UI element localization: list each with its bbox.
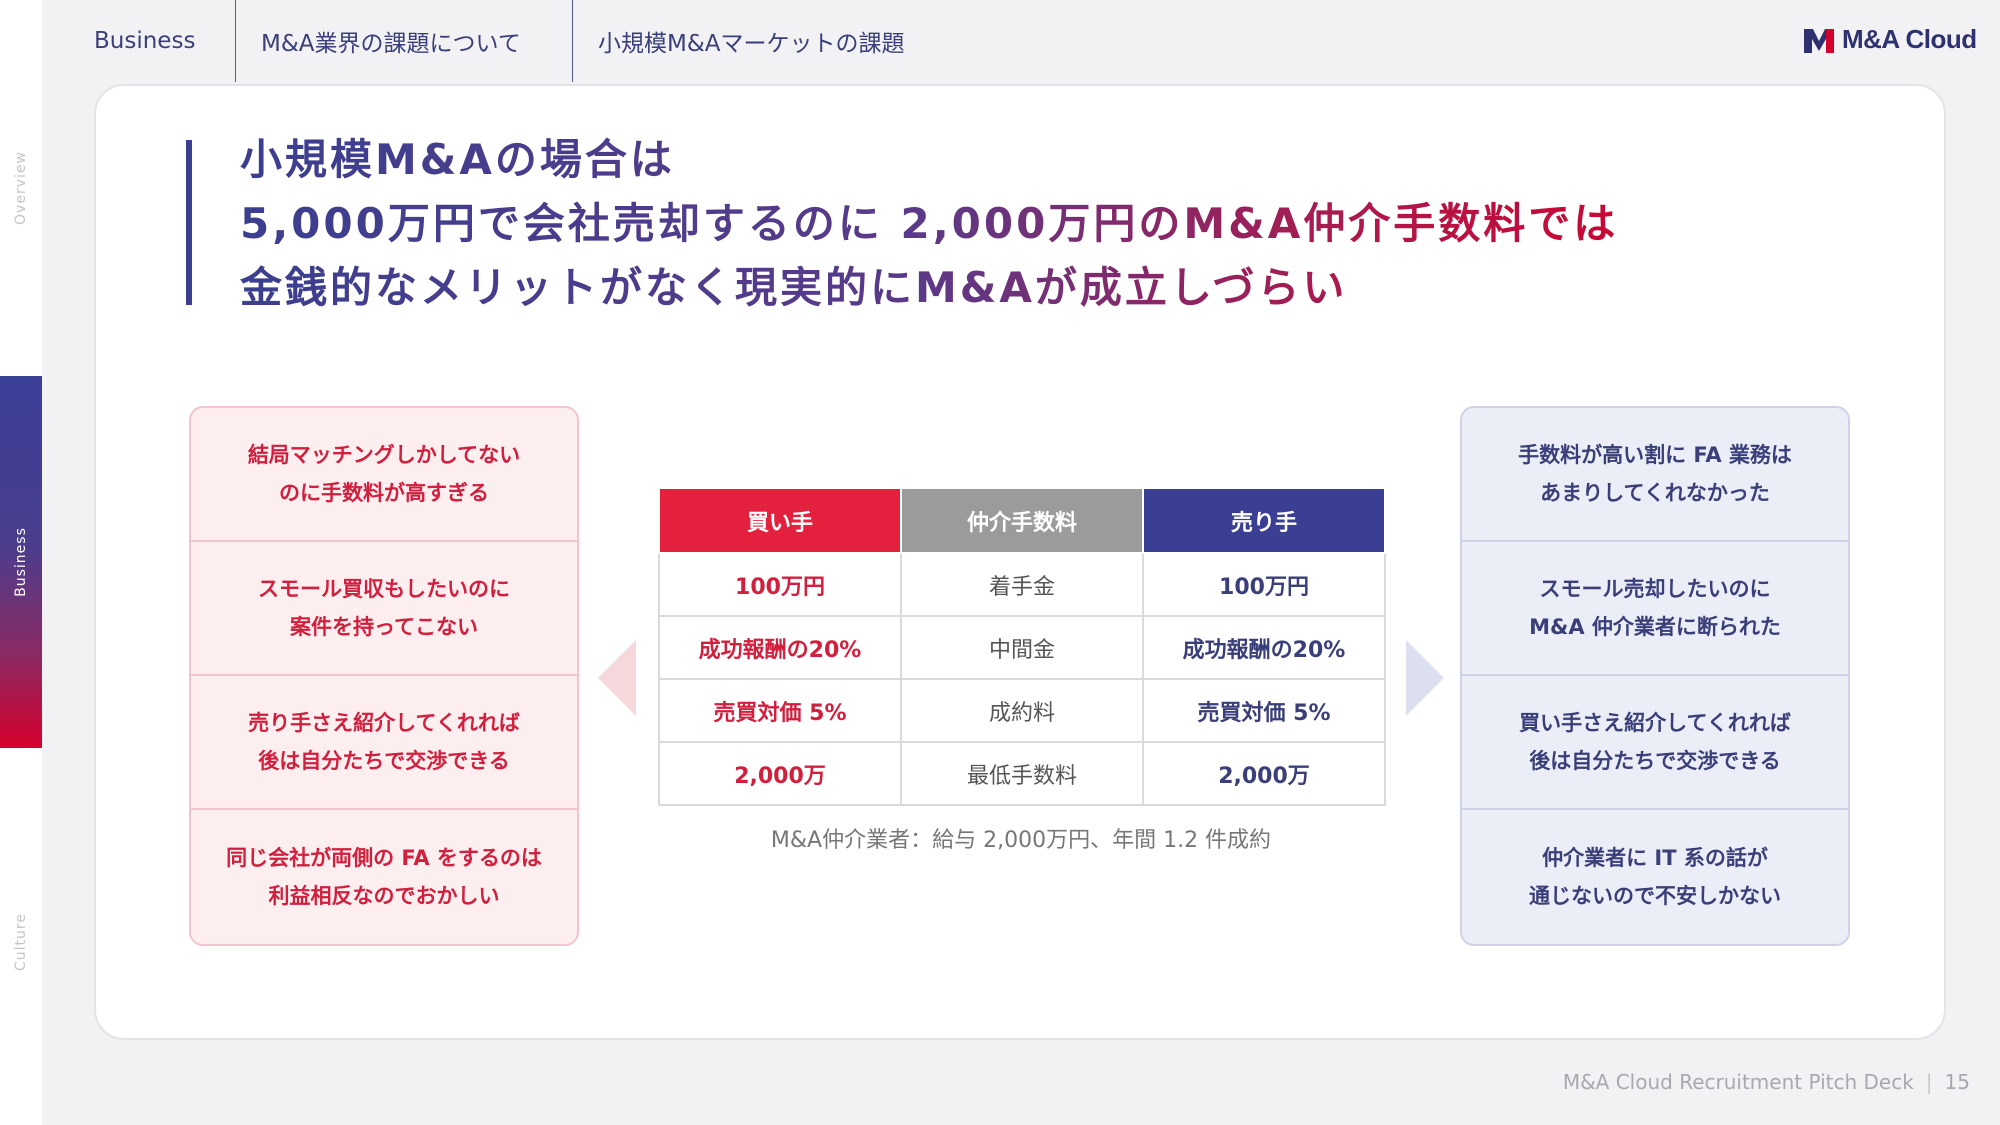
buyer-voice-item: 結局マッチングしかしてない のに手数料が高すぎる [191, 408, 577, 542]
seller-voice-item: 仲介業者に IT 系の話が 通じないので不安しかない [1462, 810, 1848, 944]
table-row: 100万円 着手金 100万円 [658, 552, 1386, 617]
header-breadcrumb-2[interactable]: 小規模M&Aマーケットの課題 [598, 31, 905, 57]
section-rail: Overview Business Culture [0, 0, 42, 1125]
table-header-row: 買い手 仲介手数料 売り手 [658, 487, 1386, 554]
footer: M&A Cloud Recruitment Pitch Deck | 15 [1563, 1070, 1970, 1094]
title-accent-bar [186, 140, 192, 305]
buyer-voice-text: スモール買収もしたいのに 案件を持ってこない [258, 577, 510, 639]
buyer-voice-text: 結局マッチングしかしてない のに手数料が高すぎる [247, 443, 521, 505]
arrow-right-icon [1406, 640, 1444, 716]
header-section-title[interactable]: Business [94, 28, 196, 54]
buyer-voices-panel: 結局マッチングしかしてない のに手数料が高すぎる スモール買収もしたいのに 案件… [189, 406, 579, 946]
cell-buyer: 売買対価 5% [658, 678, 902, 743]
seller-voice-item: スモール売却したいのに M&A 仲介業者に断られた [1462, 542, 1848, 676]
title-line-3: 金銭的なメリットがなく現実的にM&Aが成立しづらい [240, 256, 1740, 320]
rail-item-culture[interactable]: Culture [13, 913, 29, 971]
header-divider [235, 0, 236, 82]
header-breadcrumb-1[interactable]: M&A業界の課題について [261, 31, 521, 57]
page-title: 小規模M&Aの場合は 5,000万円で会社売却するのに 2,000万円のM&A仲… [240, 128, 1740, 320]
m-logo-icon [1804, 28, 1834, 53]
seller-voice-text: 仲介業者に IT 系の話が 通じないので不安しかない [1529, 846, 1781, 908]
buyer-voice-text: 売り手さえ紹介してくれれば 後は自分たちで交渉できる [248, 711, 520, 773]
fee-table: 買い手 仲介手数料 売り手 100万円 着手金 100万円 成功報酬の20% 中… [658, 487, 1386, 806]
buyer-voice-item: 売り手さえ紹介してくれれば 後は自分たちで交渉できる [191, 676, 577, 810]
header-fee: 仲介手数料 [900, 487, 1144, 554]
buyer-voice-item: スモール買収もしたいのに 案件を持ってこない [191, 542, 577, 676]
logo-text: M&A Cloud [1842, 24, 1977, 54]
rail-item-business-active[interactable]: Business [0, 376, 42, 748]
seller-voices-panel: 手数料が高い割に FA 業務は あまりしてくれなかった スモール売却したいのに … [1460, 406, 1850, 946]
rail-item-overview[interactable]: Overview [13, 151, 29, 225]
rail-item-business-label: Business [13, 527, 29, 597]
title-line-1: 小規模M&Aの場合は [240, 128, 1740, 192]
cell-fee: 最低手数料 [900, 741, 1144, 806]
table-row: 売買対価 5% 成約料 売買対価 5% [658, 678, 1386, 743]
header-divider [572, 0, 573, 82]
cell-seller: 売買対価 5% [1142, 678, 1386, 743]
table-note: M&A仲介業者：給与 2,000万円、年間 1.2 件成約 [770, 828, 1272, 853]
cell-buyer: 2,000万 [658, 741, 902, 806]
cell-seller: 2,000万 [1142, 741, 1386, 806]
table-row: 2,000万 最低手数料 2,000万 [658, 741, 1386, 806]
seller-voice-item: 手数料が高い割に FA 業務は あまりしてくれなかった [1462, 408, 1848, 542]
cell-fee: 中間金 [900, 615, 1144, 680]
header-buyer: 買い手 [658, 487, 902, 554]
footer-deck-title: M&A Cloud Recruitment Pitch Deck [1562, 1070, 1914, 1094]
buyer-voice-text: 同じ会社が両側の FA をするのは 利益相反なのでおかしい [226, 846, 542, 908]
footer-separator: | [1925, 1070, 1933, 1094]
seller-voice-text: スモール売却したいのに M&A 仲介業者に断られた [1529, 577, 1781, 639]
seller-voice-text: 買い手さえ紹介してくれれば 後は自分たちで交渉できる [1519, 711, 1791, 773]
cell-buyer: 成功報酬の20% [658, 615, 902, 680]
cell-seller: 100万円 [1142, 552, 1386, 617]
cell-buyer: 100万円 [658, 552, 902, 617]
seller-voice-item: 買い手さえ紹介してくれれば 後は自分たちで交渉できる [1462, 676, 1848, 810]
cell-fee: 着手金 [900, 552, 1144, 617]
brand-logo: M&A Cloud [1804, 24, 1977, 55]
seller-voice-text: 手数料が高い割に FA 業務は あまりしてくれなかった [1518, 443, 1792, 505]
page-number: 15 [1944, 1070, 1970, 1094]
table-row: 成功報酬の20% 中間金 成功報酬の20% [658, 615, 1386, 680]
title-line-2: 5,000万円で会社売却するのに 2,000万円のM&A仲介手数料では [240, 192, 1740, 256]
header-seller: 売り手 [1142, 487, 1386, 554]
buyer-voice-item: 同じ会社が両側の FA をするのは 利益相反なのでおかしい [191, 810, 577, 944]
cell-seller: 成功報酬の20% [1142, 615, 1386, 680]
cell-fee: 成約料 [900, 678, 1144, 743]
arrow-left-icon [598, 640, 636, 716]
